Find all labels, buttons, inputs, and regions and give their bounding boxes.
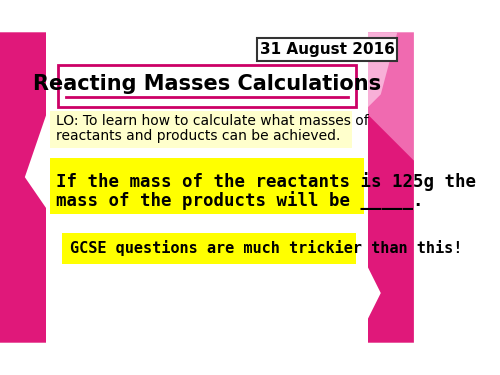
Text: Reacting Masses Calculations: Reacting Masses Calculations (33, 75, 381, 94)
Polygon shape (323, 111, 414, 343)
FancyBboxPatch shape (58, 65, 356, 107)
Bar (50, 158, 364, 214)
Polygon shape (0, 32, 74, 343)
Text: 31 August 2016: 31 August 2016 (260, 42, 394, 57)
Text: If the mass of the reactants is 125g the: If the mass of the reactants is 125g the (56, 172, 476, 191)
FancyBboxPatch shape (256, 38, 398, 61)
Polygon shape (306, 32, 414, 177)
Bar (46, 32, 368, 343)
Polygon shape (290, 32, 398, 136)
Text: reactants and products can be achieved.: reactants and products can be achieved. (56, 129, 341, 143)
Bar (62, 232, 356, 264)
Text: LO: To learn how to calculate what masses of: LO: To learn how to calculate what masse… (56, 114, 369, 128)
Text: mass of the products will be _____.: mass of the products will be _____. (56, 191, 424, 210)
Text: GCSE questions are much trickier than this!: GCSE questions are much trickier than th… (70, 240, 462, 256)
Bar (50, 111, 352, 148)
